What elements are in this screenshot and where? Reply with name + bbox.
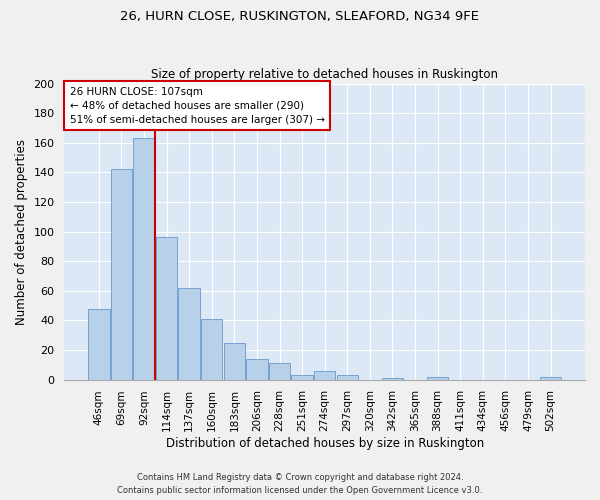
Bar bbox=[314, 370, 335, 380]
Bar bbox=[246, 359, 268, 380]
Y-axis label: Number of detached properties: Number of detached properties bbox=[15, 138, 28, 324]
Bar bbox=[269, 364, 290, 380]
Bar bbox=[178, 288, 200, 380]
Bar bbox=[224, 342, 245, 380]
Bar bbox=[292, 375, 313, 380]
Bar bbox=[110, 170, 132, 380]
Bar bbox=[88, 308, 110, 380]
Bar bbox=[201, 319, 223, 380]
Title: Size of property relative to detached houses in Ruskington: Size of property relative to detached ho… bbox=[151, 68, 498, 81]
Bar bbox=[133, 138, 155, 380]
X-axis label: Distribution of detached houses by size in Ruskington: Distribution of detached houses by size … bbox=[166, 437, 484, 450]
Text: 26, HURN CLOSE, RUSKINGTON, SLEAFORD, NG34 9FE: 26, HURN CLOSE, RUSKINGTON, SLEAFORD, NG… bbox=[121, 10, 479, 23]
Bar bbox=[540, 376, 562, 380]
Bar bbox=[382, 378, 403, 380]
Bar bbox=[427, 376, 448, 380]
Bar bbox=[156, 238, 177, 380]
Text: 26 HURN CLOSE: 107sqm
← 48% of detached houses are smaller (290)
51% of semi-det: 26 HURN CLOSE: 107sqm ← 48% of detached … bbox=[70, 86, 325, 124]
Bar bbox=[337, 375, 358, 380]
Text: Contains HM Land Registry data © Crown copyright and database right 2024.
Contai: Contains HM Land Registry data © Crown c… bbox=[118, 474, 482, 495]
